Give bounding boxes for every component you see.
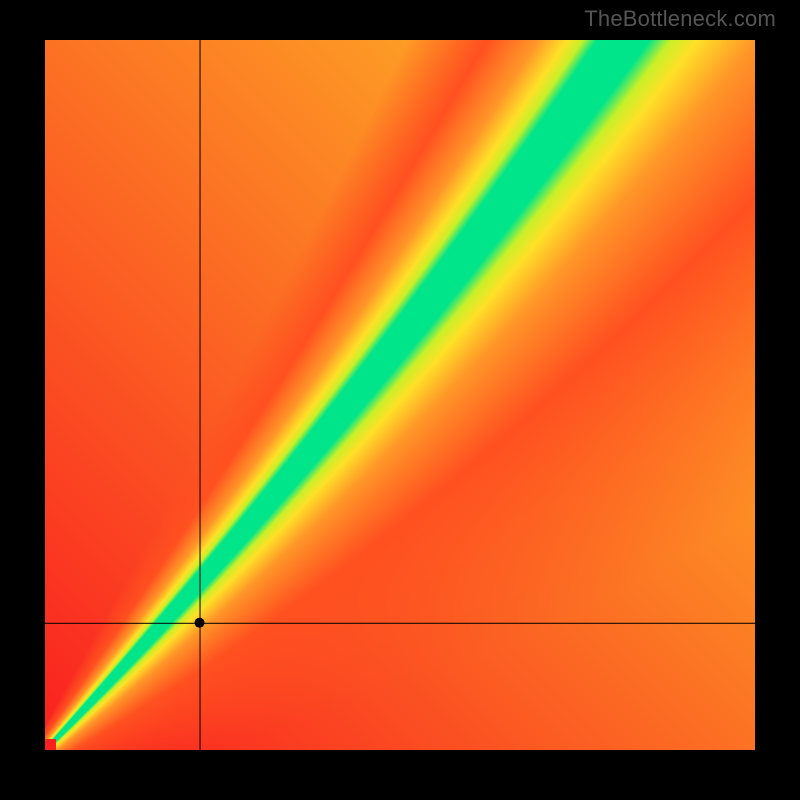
heatmap-canvas	[45, 40, 755, 750]
root-container: TheBottleneck.com	[0, 0, 800, 800]
heatmap-plot-area	[45, 40, 755, 750]
watermark-text: TheBottleneck.com	[584, 6, 776, 32]
